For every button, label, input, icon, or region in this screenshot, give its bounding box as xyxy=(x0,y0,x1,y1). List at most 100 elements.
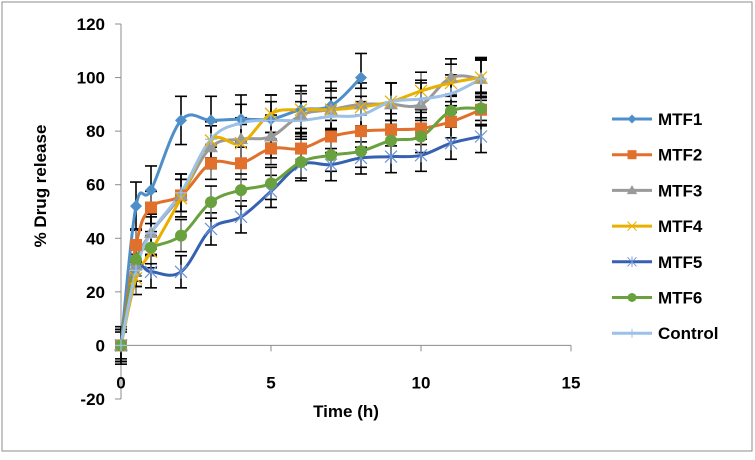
data-point-mtf2 xyxy=(445,115,457,128)
x-tick-label: 10 xyxy=(412,373,431,392)
data-point-mtf4 xyxy=(234,136,248,150)
data-point-mtf4 xyxy=(444,76,458,90)
data-point-mtf6 xyxy=(205,196,217,209)
x-tick-label: 15 xyxy=(562,373,581,392)
y-tick-label: 0 xyxy=(96,336,105,355)
data-point-mtf5 xyxy=(174,264,188,279)
legend-item-mtf3: MTF3 xyxy=(612,181,702,200)
legend-item-mtf6: MTF6 xyxy=(612,289,702,308)
legend-marker-mtf1 xyxy=(627,114,637,124)
data-point-control xyxy=(295,114,307,127)
legend-marker-mtf3 xyxy=(626,185,638,195)
data-point-mtf6 xyxy=(355,145,367,158)
legend-label-mtf1: MTF1 xyxy=(658,110,702,129)
legend-marker-mtf2 xyxy=(627,150,637,160)
data-point-mtf1 xyxy=(205,114,217,127)
data-point-mtf4 xyxy=(264,107,278,121)
data-point-mtf5 xyxy=(234,209,248,224)
legend-item-control: Control xyxy=(612,324,718,343)
legend-label-mtf3: MTF3 xyxy=(658,181,702,200)
y-tick-label: 100 xyxy=(77,69,105,88)
legend-item-mtf4: MTF4 xyxy=(612,217,703,236)
data-point-mtf4 xyxy=(294,103,308,117)
legend-marker-control xyxy=(627,328,637,338)
legend-label-mtf2: MTF2 xyxy=(658,146,702,165)
data-point-mtf4 xyxy=(354,100,368,114)
data-point-mtf6 xyxy=(325,149,337,162)
data-point-mtf2 xyxy=(130,238,142,251)
legend-marker-mtf6 xyxy=(627,293,637,302)
data-point-mtf6 xyxy=(130,253,142,266)
data-point-control xyxy=(475,72,487,85)
data-point-mtf3 xyxy=(324,102,338,115)
legend-item-mtf2: MTF2 xyxy=(612,146,702,165)
data-point-mtf4 xyxy=(324,103,338,117)
y-tick-label: 40 xyxy=(86,229,105,248)
y-tick-label: 60 xyxy=(86,176,105,195)
x-tick-label: 0 xyxy=(116,373,125,392)
x-axis-title: Time (h) xyxy=(313,402,379,421)
legend-marker-mtf5 xyxy=(627,256,637,268)
data-point-control xyxy=(265,114,277,127)
data-point-mtf3 xyxy=(294,108,308,121)
data-point-mtf2 xyxy=(385,123,397,136)
data-point-mtf2 xyxy=(295,142,307,155)
data-point-mtf5 xyxy=(414,148,428,163)
data-point-mtf2 xyxy=(265,142,277,155)
data-point-mtf6 xyxy=(175,229,187,242)
data-point-mtf5 xyxy=(444,136,458,151)
data-point-control xyxy=(145,226,157,239)
data-point-mtf1 xyxy=(175,114,187,127)
legend-item-mtf5: MTF5 xyxy=(612,253,702,272)
data-point-mtf6 xyxy=(295,155,307,168)
data-point-control xyxy=(235,117,247,130)
y-tick-label: 20 xyxy=(86,283,105,302)
data-point-mtf3 xyxy=(354,97,368,110)
legend-item-mtf1: MTF1 xyxy=(612,110,702,129)
data-point-mtf5 xyxy=(144,264,158,279)
data-point-control xyxy=(205,133,217,146)
data-point-mtf3 xyxy=(204,140,218,153)
legend-marker-mtf4 xyxy=(627,221,637,231)
series-markers xyxy=(114,70,488,353)
y-tick-label: 80 xyxy=(86,122,105,141)
data-point-mtf2 xyxy=(205,157,217,170)
legend-label-mtf6: MTF6 xyxy=(658,289,702,308)
data-point-mtf3 xyxy=(264,129,278,142)
data-point-mtf2 xyxy=(355,125,367,138)
data-point-control xyxy=(385,95,397,108)
data-point-control xyxy=(325,110,337,123)
data-point-mtf5 xyxy=(474,129,488,144)
data-point-mtf1 xyxy=(130,200,142,213)
data-point-control xyxy=(415,93,427,105)
data-point-mtf6 xyxy=(145,241,157,254)
data-point-control xyxy=(445,87,457,100)
legend: MTF1 MTF2 MTF3 MTF4 MTF5 MTF6 Control xyxy=(612,110,718,343)
data-point-mtf2 xyxy=(145,201,157,214)
data-point-control xyxy=(355,109,367,122)
data-point-mtf2 xyxy=(235,157,247,170)
y-axis-title: % Drug release xyxy=(31,125,50,248)
data-point-mtf5 xyxy=(384,149,398,164)
data-point-mtf1 xyxy=(145,184,157,197)
data-point-mtf6 xyxy=(385,134,397,147)
data-point-mtf1 xyxy=(355,71,367,84)
data-point-mtf5 xyxy=(204,221,218,236)
data-point-mtf4 xyxy=(414,84,428,98)
y-tick-label: 120 xyxy=(77,15,105,34)
data-point-control xyxy=(175,186,187,199)
x-tick-label: 5 xyxy=(266,373,275,392)
legend-label-mtf4: MTF4 xyxy=(658,217,703,236)
y-tick-label: -20 xyxy=(80,390,105,409)
axes: -20 0 20 40 60 80 100 120 0 5 10 15 xyxy=(77,15,581,409)
data-point-mtf6 xyxy=(265,177,277,190)
data-point-mtf2 xyxy=(325,130,337,143)
data-point-mtf3 xyxy=(234,132,248,145)
legend-label-mtf5: MTF5 xyxy=(658,253,702,272)
data-point-control xyxy=(130,264,142,277)
legend-label-control: Control xyxy=(658,324,718,343)
data-point-control xyxy=(115,339,127,352)
data-point-mtf6 xyxy=(235,184,247,197)
